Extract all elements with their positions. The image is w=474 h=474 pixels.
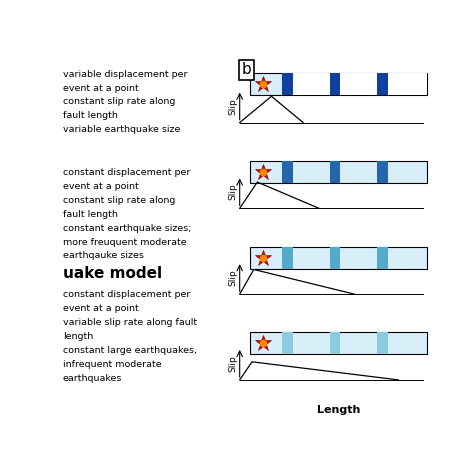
Text: uake model: uake model xyxy=(63,265,162,281)
Text: Slip: Slip xyxy=(228,98,237,115)
Text: event at a point: event at a point xyxy=(63,304,139,313)
Bar xyxy=(250,161,427,183)
Bar xyxy=(329,161,340,183)
Text: variable earthquake size: variable earthquake size xyxy=(63,125,180,134)
Bar xyxy=(282,332,292,355)
Bar xyxy=(250,73,427,95)
Text: constant slip rate along: constant slip rate along xyxy=(63,196,175,205)
Text: event at a point: event at a point xyxy=(63,83,139,92)
Text: Length: Length xyxy=(317,405,360,415)
Text: variable slip rate along fault: variable slip rate along fault xyxy=(63,318,197,327)
Text: constant displacement per: constant displacement per xyxy=(63,168,190,177)
Text: constant displacement per: constant displacement per xyxy=(63,291,190,300)
Text: length: length xyxy=(63,332,93,341)
Text: infrequent moderate: infrequent moderate xyxy=(63,360,162,369)
Text: b: b xyxy=(242,63,252,77)
Text: variable displacement per: variable displacement per xyxy=(63,70,187,79)
Bar xyxy=(282,73,427,95)
Bar xyxy=(282,161,292,183)
Bar xyxy=(250,246,427,269)
Text: earthqauke sizes: earthqauke sizes xyxy=(63,251,144,260)
Bar xyxy=(377,332,388,355)
Text: fault length: fault length xyxy=(63,210,118,219)
Text: constant slip rate along: constant slip rate along xyxy=(63,97,175,106)
Bar xyxy=(329,73,340,95)
Bar xyxy=(377,246,388,269)
Text: more freuquent moderate: more freuquent moderate xyxy=(63,237,187,246)
Text: Slip: Slip xyxy=(228,355,237,372)
Text: earthquakes: earthquakes xyxy=(63,374,122,383)
Bar xyxy=(282,73,292,95)
Text: Slip: Slip xyxy=(228,269,237,286)
Text: Slip: Slip xyxy=(228,183,237,201)
Bar xyxy=(329,332,340,355)
Text: constant large earthquakes,: constant large earthquakes, xyxy=(63,346,197,355)
Text: fault length: fault length xyxy=(63,111,118,120)
Bar xyxy=(282,246,292,269)
Bar xyxy=(250,332,427,355)
Bar xyxy=(377,73,388,95)
Bar xyxy=(377,161,388,183)
Text: constant earthquake sizes;: constant earthquake sizes; xyxy=(63,224,191,233)
Bar xyxy=(329,246,340,269)
Text: event at a point: event at a point xyxy=(63,182,139,191)
